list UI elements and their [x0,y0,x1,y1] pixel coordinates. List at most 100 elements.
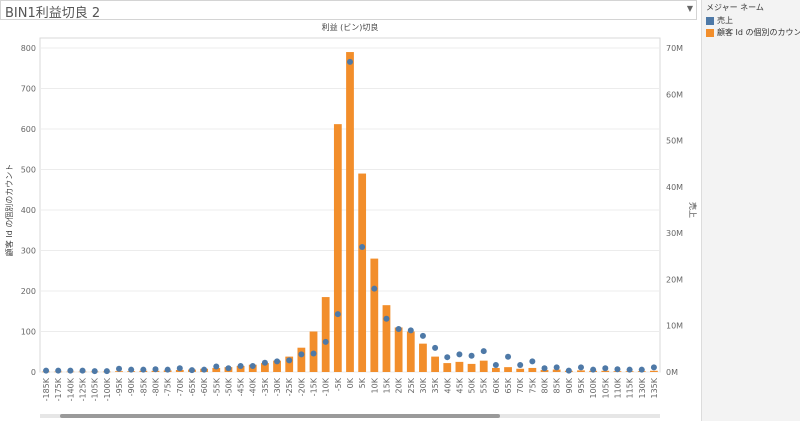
bar [394,327,403,372]
legend-item-sales[interactable]: 売上 [706,15,733,26]
data-point [176,365,183,372]
bar [419,343,427,372]
x-tick-label: -50K [224,377,233,396]
y-right-axis-label: 売上 [688,202,698,218]
bar [346,52,354,373]
x-tick-label: 115K [626,377,635,398]
x-tick-label: -95K [115,377,124,396]
x-tick-label: 20K [395,377,404,393]
y-right-tick-label: 30M [666,229,683,238]
caret-down-icon[interactable]: ▼ [686,4,693,13]
data-point [480,348,487,355]
data-point [505,353,512,360]
legend-label-sales: 売上 [717,16,733,25]
bar [650,370,658,372]
data-point [553,364,560,371]
x-tick-label: -185K [42,377,51,401]
bar [455,361,464,372]
y-left-tick-label: 200 [21,287,36,296]
scrollbar-thumb[interactable] [60,414,500,418]
x-tick-label: 135K [650,377,659,398]
data-point [310,350,317,357]
x-tick-label: -5K [334,377,343,391]
data-point [91,368,98,375]
data-point [371,285,378,292]
legend-label-customers: 顧客 Id の個別のカウント [717,28,800,37]
x-tick-label: -70K [176,377,185,396]
x-tick-label: 80K [541,377,550,393]
bar [601,370,610,372]
data-point [213,363,220,370]
y-left-tick-label: 400 [21,206,36,215]
bar [528,367,537,372]
x-tick-label: -25K [285,377,294,396]
data-point [298,351,305,358]
legend-item-customers[interactable]: 顧客 Id の個別のカウント [706,27,800,38]
y-right-tick-label: 70M [666,44,683,53]
data-point [334,311,341,318]
x-tick-label: -85K [139,377,148,396]
bar [273,360,281,372]
x-tick-label: -35K [261,377,270,396]
data-point [359,244,366,251]
data-point [650,364,657,371]
x-tick-label: 45K [455,377,464,393]
bar [516,368,525,372]
x-tick-label: 55K [480,377,489,393]
x-tick-label: 100K [589,377,598,398]
data-point [128,366,135,373]
data-point [614,366,621,373]
bar [491,367,500,372]
data-point [529,358,536,365]
legend-swatch-sales [706,16,714,25]
data-point [322,338,329,345]
chart-svg: 0 100 200 300 400 500 600 700 800 0M 10M 20M 30M 40M 5… [4,37,698,418]
y-right-tick-label: 10M [666,322,683,331]
y-right-tick-label: 20M [666,275,683,284]
data-point [43,367,50,374]
dashboard-title-bar[interactable]: BIN1利益切良 2 ▼ [0,0,697,21]
data-point [492,362,499,369]
bar [504,367,512,372]
data-point [577,364,584,371]
x-tick-label: 5K [358,377,367,388]
data-point [249,362,256,369]
data-point [152,366,159,373]
data-point [456,351,463,358]
x-tick-label: 85K [553,377,562,393]
x-tick-label: 25K [407,377,416,393]
y-left-tick-label: 500 [21,166,36,175]
y-right-tick-label: 50M [666,137,683,146]
x-tick-label: 15K [382,377,391,393]
bar [577,370,585,372]
legend-swatch-customers [706,28,714,37]
x-tick-label: -40K [249,377,258,396]
data-point [164,366,171,373]
y-left-tick-label: 0 [31,368,36,377]
data-point [419,332,426,339]
x-tick-label: -75K [164,377,173,396]
data-point [395,325,402,332]
y-left-tick-label: 700 [21,85,36,94]
x-tick-label: 35K [431,377,440,393]
data-point [517,362,524,369]
data-point [79,367,86,374]
data-point [565,367,572,374]
legend-header: メジャー ネーム [706,3,764,12]
x-tick-label: 130K [638,377,647,398]
data-point [140,366,147,373]
x-tick-label: 0K [346,377,355,388]
x-tick-label: 10K [370,377,379,393]
x-tick-label: 65K [504,377,513,393]
bar [333,124,342,372]
bar [321,297,330,372]
data-point [286,357,293,364]
x-tick-label: -15K [310,377,319,396]
bar [431,356,439,372]
data-point [188,367,195,374]
y-left-tick-label: 800 [21,44,36,53]
data-point [67,367,74,374]
bar [443,363,452,372]
data-point [347,58,353,65]
data-point [602,365,609,372]
